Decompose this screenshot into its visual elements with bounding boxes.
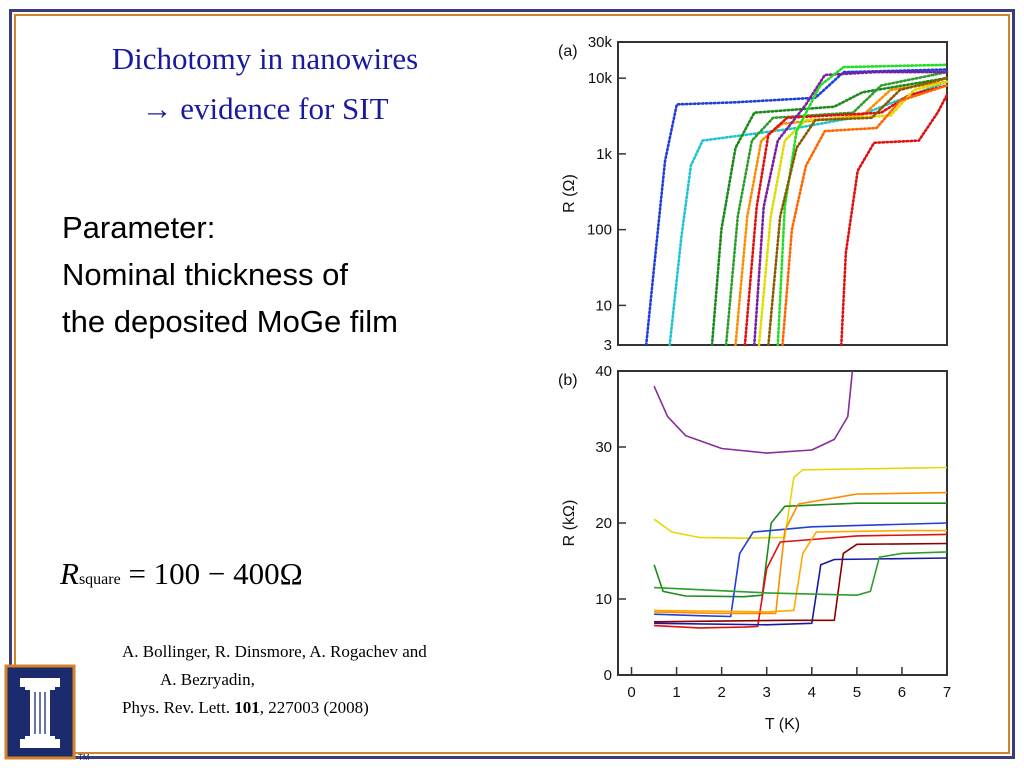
series-line-1-0 — [653, 370, 854, 454]
title-line-2-text: evidence for SIT — [180, 91, 389, 126]
x-tick-label: 4 — [808, 684, 816, 701]
series-line-1-6 — [654, 529, 947, 613]
logo-column-flutes — [34, 692, 46, 734]
panel-label-0: (a) — [558, 43, 578, 60]
y-tick-label: 10k — [588, 70, 613, 87]
y-tick-label: 0 — [604, 667, 612, 684]
x-tick-label: 5 — [853, 684, 861, 701]
series-line-0-9 — [781, 84, 949, 347]
parameter-text: Parameter: Nominal thickness of the depo… — [62, 204, 398, 345]
param-line-2: Nominal thickness of — [62, 257, 349, 292]
param-line-3: the deposited MoGe film — [62, 304, 399, 339]
y-axis-label-0: R (Ω) — [561, 174, 578, 213]
series-line-1-2 — [653, 502, 947, 598]
cite-volume: 101 — [234, 698, 260, 717]
y-tick-label: 3 — [604, 337, 612, 354]
slide-title: Dichotomy in nanowires → evidence for SI… — [40, 34, 490, 134]
x-tick-label: 2 — [717, 684, 725, 701]
cite-pages: , 227003 (2008) — [259, 698, 369, 717]
y-tick-label: 30k — [588, 34, 613, 51]
resistance-formula: Rsquare = 100 − 400Ω — [60, 556, 303, 592]
cite-journal: Phys. Rev. Lett. — [122, 698, 235, 717]
series-line-1-8 — [654, 542, 948, 623]
param-line-1: Parameter: — [62, 210, 216, 245]
title-line-2: → evidence for SIT — [40, 84, 490, 134]
panel-label-1: (b) — [558, 372, 578, 389]
series-line-0-10 — [767, 76, 949, 347]
y-tick-label: 100 — [587, 222, 612, 239]
series-line-0-6 — [757, 80, 949, 347]
x-tick-label: 0 — [627, 684, 635, 701]
x-tick-label: 7 — [943, 684, 951, 701]
formula-rest: = 100 − 400Ω — [120, 556, 303, 591]
series-line-0-11 — [840, 93, 949, 347]
series-line-0-3 — [724, 70, 949, 347]
arrow-icon: → — [141, 91, 173, 126]
y-tick-label: 30 — [595, 439, 612, 456]
y-tick-label: 10 — [595, 591, 612, 608]
cite-line-2: A. Bezryadin, — [160, 670, 255, 689]
series-line-1-3 — [654, 522, 948, 618]
y-axis-label-1: R (kΩ) — [561, 500, 578, 547]
series-line-1-9 — [654, 551, 948, 596]
series-line-0-5 — [743, 84, 949, 347]
y-tick-label: 10 — [595, 297, 612, 314]
y-tick-label: 20 — [595, 515, 612, 532]
citation: A. Bollinger, R. Dinsmore, A. Rogachev a… — [122, 638, 542, 722]
y-tick-label: 40 — [595, 363, 612, 380]
illinois-logo: TM — [4, 664, 90, 762]
x-axis-label-1: T (K) — [765, 716, 800, 733]
series-line-0-0 — [644, 68, 949, 347]
series-line-0-2 — [710, 76, 949, 347]
resistance-charts: (a) 30k 10k 1k 100 10 3 R (Ω) (b) 0 10 20 30 40 0 1 2 3 4 5… — [558, 34, 951, 733]
x-tick-label: 6 — [898, 684, 906, 701]
title-line-1: Dichotomy in nanowires — [111, 41, 419, 76]
series-line-1-5 — [654, 533, 948, 629]
formula-r: R — [60, 556, 79, 591]
y-tick-label: 1k — [596, 146, 612, 163]
slide-frame-inner — [14, 14, 1010, 754]
cite-line-3: Phys. Rev. Lett. 101, 227003 (2008) — [122, 694, 542, 722]
series-line-1-4 — [654, 491, 948, 615]
logo-trademark: TM — [78, 753, 90, 762]
formula-subscript: square — [78, 571, 121, 588]
slide-frame-outer — [9, 9, 1015, 759]
x-tick-label: 3 — [763, 684, 771, 701]
series-line-0-8 — [776, 63, 949, 347]
x-tick-label: 1 — [672, 684, 680, 701]
series-line-0-7 — [753, 70, 949, 347]
cite-line-1: A. Bollinger, R. Dinsmore, A. Rogachev a… — [122, 642, 427, 661]
